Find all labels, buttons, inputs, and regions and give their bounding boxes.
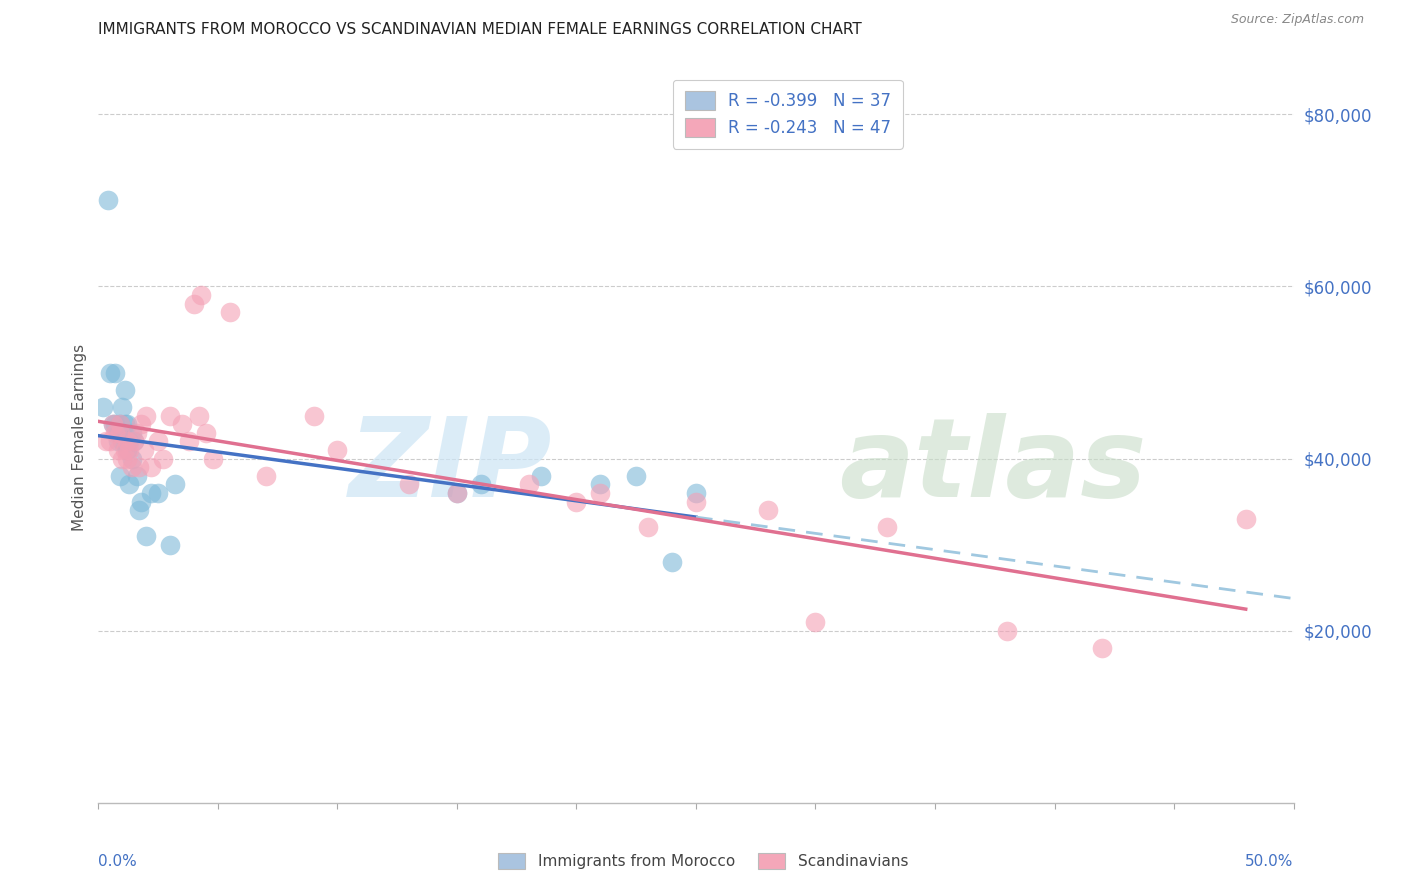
Point — [254, 468, 277, 483]
Point — [108, 425, 131, 440]
Point — [125, 468, 148, 483]
Point — [111, 451, 134, 466]
Point — [589, 486, 612, 500]
Point — [125, 425, 148, 440]
Point — [194, 425, 218, 440]
Point — [111, 434, 134, 449]
Point — [183, 296, 205, 310]
Point — [152, 451, 174, 466]
Point — [637, 520, 659, 534]
Point — [114, 442, 136, 457]
Point — [187, 409, 209, 423]
Text: IMMIGRANTS FROM MOROCCO VS SCANDINAVIAN MEDIAN FEMALE EARNINGS CORRELATION CHART: IMMIGRANTS FROM MOROCCO VS SCANDINAVIAN … — [98, 22, 862, 37]
Point — [470, 477, 492, 491]
Point — [104, 417, 127, 432]
Point — [108, 417, 131, 432]
Point — [159, 409, 181, 423]
Point — [517, 477, 540, 491]
Point — [302, 409, 325, 423]
Point — [661, 555, 683, 569]
Point — [91, 400, 114, 414]
Point — [756, 503, 779, 517]
Point — [108, 468, 131, 483]
Point — [98, 366, 122, 380]
Point — [114, 383, 136, 397]
Point — [565, 494, 588, 508]
Point — [111, 425, 134, 440]
Point — [111, 400, 134, 414]
Point — [163, 477, 186, 491]
Point — [131, 417, 153, 432]
Point — [1091, 640, 1114, 655]
Point — [118, 442, 141, 457]
Point — [148, 486, 170, 500]
Legend: R = -0.399   N = 37, R = -0.243   N = 47: R = -0.399 N = 37, R = -0.243 N = 47 — [673, 79, 903, 149]
Point — [104, 366, 127, 380]
Text: atlas: atlas — [839, 413, 1147, 520]
Point — [115, 417, 138, 432]
Point — [135, 529, 157, 543]
Point — [139, 460, 162, 475]
Point — [135, 409, 157, 423]
Point — [124, 434, 146, 449]
Point — [115, 434, 138, 449]
Point — [139, 486, 162, 500]
Point — [172, 417, 194, 432]
Text: 50.0%: 50.0% — [1246, 855, 1294, 870]
Point — [128, 460, 150, 475]
Point — [101, 417, 124, 432]
Legend: Immigrants from Morocco, Scandinavians: Immigrants from Morocco, Scandinavians — [492, 847, 914, 875]
Point — [98, 434, 122, 449]
Text: ZIP: ZIP — [349, 413, 553, 520]
Point — [124, 434, 146, 449]
Text: 0.0%: 0.0% — [98, 855, 138, 870]
Point — [104, 425, 127, 440]
Point — [101, 417, 124, 432]
Point — [202, 451, 225, 466]
Point — [121, 425, 143, 440]
Point — [121, 460, 143, 475]
Point — [876, 520, 898, 534]
Point — [132, 442, 155, 457]
Point — [107, 442, 129, 457]
Point — [107, 434, 129, 449]
Point — [97, 194, 120, 208]
Point — [446, 486, 468, 500]
Point — [179, 434, 201, 449]
Point — [118, 477, 141, 491]
Point — [107, 425, 129, 440]
Point — [446, 486, 468, 500]
Point — [1234, 512, 1257, 526]
Point — [685, 494, 707, 508]
Y-axis label: Median Female Earnings: Median Female Earnings — [72, 343, 87, 531]
Point — [190, 288, 212, 302]
Point — [995, 624, 1018, 638]
Point — [121, 451, 143, 466]
Point — [115, 451, 138, 466]
Point — [685, 486, 707, 500]
Point — [529, 468, 551, 483]
Point — [148, 434, 170, 449]
Point — [114, 417, 136, 432]
Point — [589, 477, 612, 491]
Point — [131, 494, 153, 508]
Point — [326, 442, 349, 457]
Point — [804, 615, 827, 629]
Point — [118, 434, 141, 449]
Point — [128, 503, 150, 517]
Point — [398, 477, 420, 491]
Point — [159, 538, 181, 552]
Point — [94, 434, 117, 449]
Point — [115, 442, 138, 457]
Point — [626, 468, 648, 483]
Text: Source: ZipAtlas.com: Source: ZipAtlas.com — [1230, 13, 1364, 27]
Point — [108, 417, 131, 432]
Point — [219, 305, 242, 319]
